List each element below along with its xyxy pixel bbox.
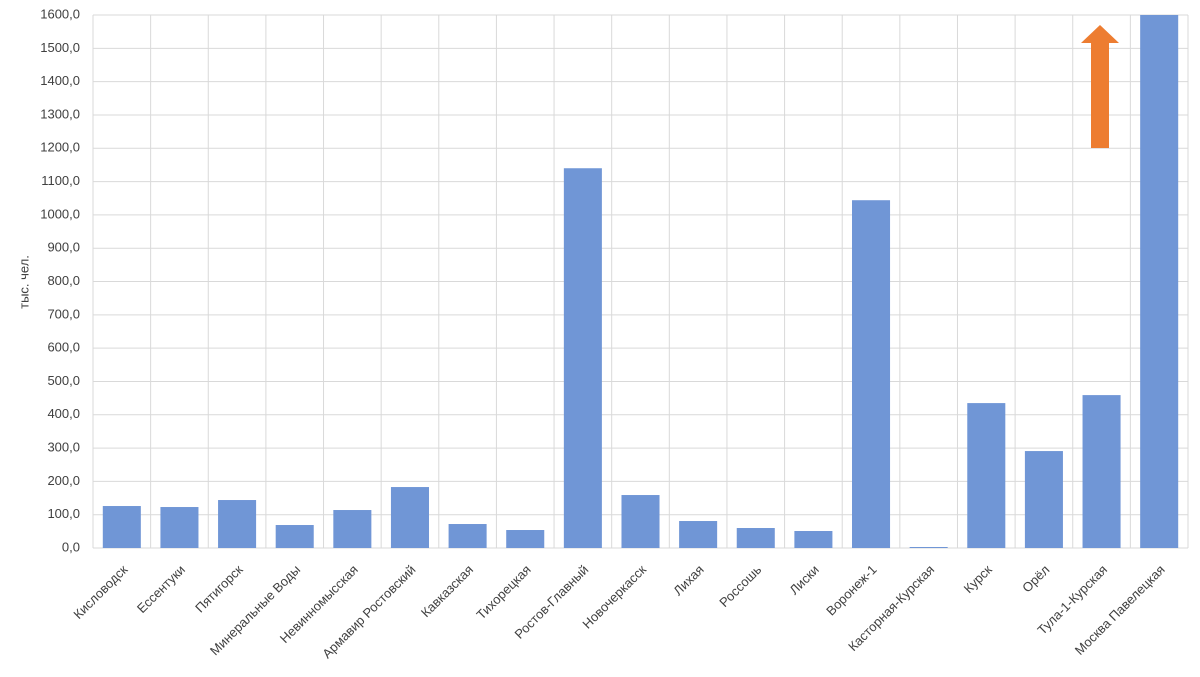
bar: [390, 487, 429, 548]
y-tick-label: 1000,0: [40, 206, 80, 221]
bar: [967, 403, 1006, 548]
bar: [1082, 395, 1121, 548]
y-tick-label: 1600,0: [40, 6, 80, 21]
y-tick-label: 100,0: [47, 506, 80, 521]
y-tick-label: 600,0: [47, 340, 80, 355]
bar: [102, 506, 141, 548]
bar: [736, 528, 775, 548]
arrow: [1081, 25, 1119, 148]
bar: [1024, 451, 1063, 548]
y-tick-label: 200,0: [47, 473, 80, 488]
bar: [160, 507, 199, 548]
bar: [275, 525, 314, 548]
y-axis-label: тыс. чел.: [16, 255, 31, 309]
y-tick-label: 800,0: [47, 273, 80, 288]
bar: [679, 521, 718, 548]
bar: [506, 530, 545, 548]
y-tick-label: 0,0: [62, 539, 80, 554]
y-tick-label: 1100,0: [41, 173, 80, 188]
bar: [794, 531, 833, 548]
bar: [448, 524, 487, 548]
bar: [563, 168, 602, 549]
bar: [333, 510, 372, 548]
y-tick-label: 900,0: [47, 240, 80, 255]
y-tick-label: 1400,0: [40, 73, 80, 88]
bar: [1140, 15, 1179, 548]
bar: [218, 500, 257, 548]
y-tick-label: 700,0: [47, 306, 80, 321]
bar: [852, 200, 891, 548]
bar: [909, 547, 948, 548]
y-tick-label: 500,0: [47, 373, 80, 388]
y-tick-label: 1300,0: [40, 106, 80, 121]
bar: [621, 495, 660, 548]
y-tick-label: 400,0: [47, 406, 80, 421]
y-tick-label: 300,0: [47, 440, 80, 455]
y-tick-label: 1200,0: [40, 140, 80, 155]
y-tick-label: 1500,0: [40, 40, 80, 55]
